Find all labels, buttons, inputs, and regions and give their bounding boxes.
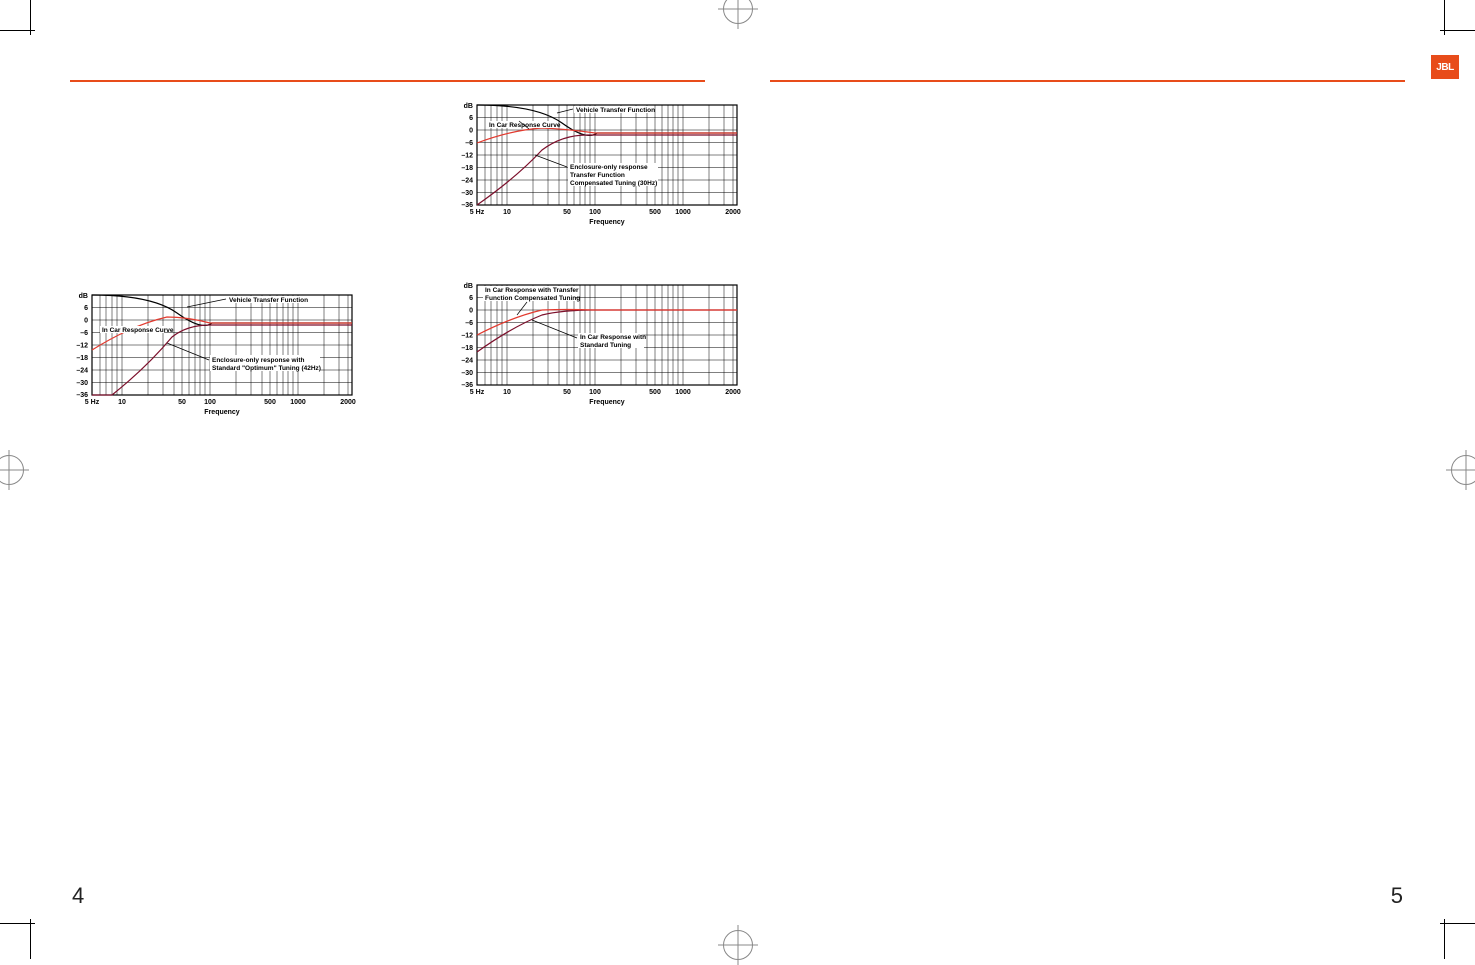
ytick: –30	[461, 370, 473, 377]
xtick: 100	[589, 389, 601, 396]
ytick: –36	[76, 392, 88, 399]
xtick: 2000	[340, 399, 356, 406]
ytick: –18	[461, 345, 473, 352]
xtick: 10	[118, 399, 126, 406]
x-axis-title: Frequency	[204, 409, 240, 416]
y-label-db: dB	[79, 293, 88, 300]
registration-mark	[0, 455, 24, 485]
ytick: 0	[469, 308, 473, 315]
xtick: 1000	[675, 209, 691, 216]
ytick: –24	[461, 178, 473, 185]
xtick: 500	[264, 399, 276, 406]
chart-top-center: Vehicle Transfer Function In Car Respons…	[455, 100, 745, 235]
ytick: –24	[461, 358, 473, 365]
xtick: 50	[178, 399, 186, 406]
xtick: 2000	[725, 209, 741, 216]
xtick: 500	[649, 389, 661, 396]
ytick: –36	[461, 382, 473, 389]
crop-mark	[1440, 923, 1475, 924]
xtick: 5 Hz	[470, 389, 485, 396]
page-number-left: 4	[72, 883, 84, 909]
y-label-db: dB	[464, 103, 473, 110]
chart-bottom-left: Vehicle Transfer Function In Car Respons…	[70, 290, 360, 425]
crop-mark	[0, 923, 35, 924]
ytick: 0	[84, 318, 88, 325]
ytick: –6	[465, 140, 473, 147]
xtick: 100	[204, 399, 216, 406]
ytick: –12	[461, 333, 473, 340]
anno-comp-1: In Car Response with Transfer	[485, 287, 579, 294]
crop-mark	[30, 919, 31, 959]
xtick: 10	[503, 389, 511, 396]
page-number-right: 5	[1391, 883, 1403, 909]
crop-mark	[1440, 30, 1475, 31]
ytick: –18	[76, 355, 88, 362]
x-axis-title: Frequency	[589, 399, 625, 406]
registration-mark	[723, 0, 753, 24]
xtick: 500	[649, 209, 661, 216]
anno-std-2: Standard Tuning	[580, 342, 631, 349]
registration-mark	[723, 930, 753, 960]
xtick: 100	[589, 209, 601, 216]
ytick: –30	[76, 380, 88, 387]
chart-bottom-center: In Car Response with Transfer Function C…	[455, 280, 745, 415]
anno-encl-1: Enclosure-only response with	[212, 357, 304, 364]
xtick: 50	[563, 209, 571, 216]
ytick: –12	[461, 153, 473, 160]
anno-encl-1: Enclosure-only response	[570, 164, 648, 171]
xtick: 1000	[675, 389, 691, 396]
xtick: 1000	[290, 399, 306, 406]
xtick: 5 Hz	[85, 399, 100, 406]
anno-in-car: In Car Response Curve	[102, 327, 174, 334]
ytick: 0	[469, 128, 473, 135]
ytick: –6	[465, 320, 473, 327]
anno-std-1: In Car Response with	[580, 334, 646, 341]
x-axis-title: Frequency	[589, 219, 625, 226]
ytick: –24	[76, 368, 88, 375]
ytick: –36	[461, 202, 473, 209]
header-rule-right	[770, 80, 1405, 82]
registration-mark	[1451, 455, 1475, 485]
crop-mark	[0, 30, 35, 31]
anno-encl-3: Compensated Tuning (30Hz)	[570, 180, 657, 187]
xtick: 50	[563, 389, 571, 396]
xtick: 5 Hz	[470, 209, 485, 216]
anno-encl-2: Standard "Optimum" Tuning (42Hz)	[212, 365, 321, 372]
anno-encl-2: Transfer Function	[570, 172, 625, 179]
anno-comp-2: Function Compensated Tuning	[485, 295, 580, 302]
ytick: –18	[461, 165, 473, 172]
ytick: –6	[80, 330, 88, 337]
ytick: –12	[76, 343, 88, 350]
xtick: 10	[503, 209, 511, 216]
ytick: 6	[84, 305, 88, 312]
anno-vehicle-tf: Vehicle Transfer Function	[576, 107, 655, 114]
ytick: –30	[461, 190, 473, 197]
header-rule-left	[70, 80, 705, 82]
ytick: 6	[469, 115, 473, 122]
crop-mark	[1444, 919, 1445, 959]
y-label-db: dB	[464, 283, 473, 290]
anno-vehicle-tf: Vehicle Transfer Function	[229, 297, 308, 304]
xtick: 2000	[725, 389, 741, 396]
brand-logo: JBL	[1431, 55, 1459, 79]
ytick: 6	[469, 295, 473, 302]
